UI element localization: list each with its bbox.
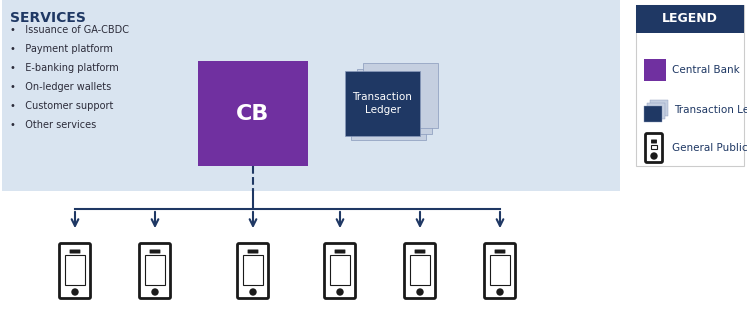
Circle shape [417, 289, 423, 295]
FancyBboxPatch shape [145, 255, 165, 285]
FancyBboxPatch shape [243, 255, 263, 285]
FancyBboxPatch shape [485, 244, 515, 299]
FancyBboxPatch shape [149, 249, 161, 254]
FancyBboxPatch shape [495, 249, 506, 254]
Text: •   Other services: • Other services [10, 120, 96, 130]
Circle shape [152, 289, 158, 295]
FancyBboxPatch shape [357, 69, 432, 134]
FancyBboxPatch shape [636, 5, 744, 166]
FancyBboxPatch shape [345, 71, 420, 136]
FancyBboxPatch shape [490, 255, 510, 285]
FancyBboxPatch shape [651, 145, 657, 149]
Circle shape [337, 289, 343, 295]
FancyBboxPatch shape [140, 244, 170, 299]
FancyBboxPatch shape [335, 249, 345, 254]
FancyBboxPatch shape [324, 244, 356, 299]
FancyBboxPatch shape [644, 106, 662, 122]
Circle shape [497, 289, 503, 295]
Circle shape [250, 289, 256, 295]
FancyBboxPatch shape [60, 244, 90, 299]
Text: Transaction Ledger: Transaction Ledger [674, 105, 747, 115]
Text: LEGEND: LEGEND [662, 13, 718, 25]
FancyBboxPatch shape [2, 0, 620, 191]
FancyBboxPatch shape [330, 255, 350, 285]
FancyBboxPatch shape [198, 61, 308, 166]
Text: •   Payment platform: • Payment platform [10, 44, 113, 54]
Text: •   Issuance of GA-CBDC: • Issuance of GA-CBDC [10, 25, 129, 35]
FancyBboxPatch shape [415, 249, 425, 254]
FancyBboxPatch shape [351, 75, 426, 140]
FancyBboxPatch shape [247, 249, 258, 254]
Text: •   On-ledger wallets: • On-ledger wallets [10, 82, 111, 92]
Text: Transaction
Ledger: Transaction Ledger [353, 92, 412, 115]
Text: •   E-banking platform: • E-banking platform [10, 63, 119, 73]
FancyBboxPatch shape [647, 103, 665, 119]
Text: SERVICES: SERVICES [10, 11, 86, 25]
Text: CB: CB [236, 103, 270, 124]
FancyBboxPatch shape [651, 140, 657, 143]
FancyBboxPatch shape [644, 59, 666, 81]
Text: Central Bank: Central Bank [672, 65, 740, 75]
Text: General Public: General Public [672, 143, 747, 153]
FancyBboxPatch shape [650, 100, 668, 116]
Circle shape [72, 289, 78, 295]
FancyBboxPatch shape [65, 255, 85, 285]
FancyBboxPatch shape [645, 134, 663, 162]
FancyBboxPatch shape [238, 244, 268, 299]
FancyBboxPatch shape [636, 5, 744, 33]
FancyBboxPatch shape [69, 249, 81, 254]
FancyBboxPatch shape [404, 244, 436, 299]
Text: •   Customer support: • Customer support [10, 101, 114, 111]
Circle shape [651, 153, 657, 159]
FancyBboxPatch shape [363, 63, 438, 128]
FancyBboxPatch shape [410, 255, 430, 285]
